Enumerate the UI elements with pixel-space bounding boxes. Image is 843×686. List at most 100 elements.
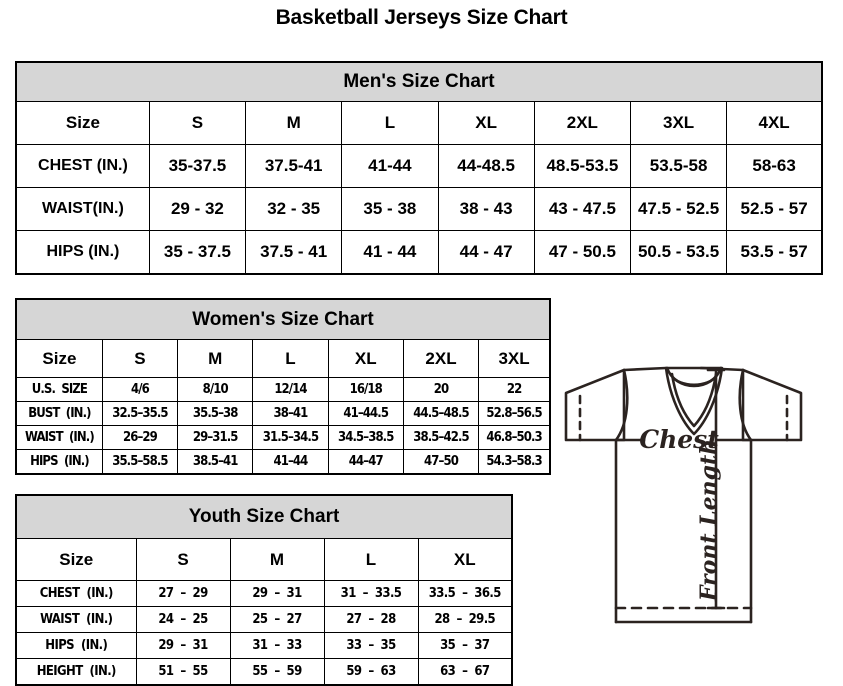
cell-waist-2xl: 43 - 47.5	[533, 187, 631, 231]
column-header-xl: XL	[327, 339, 404, 378]
cell-hips-m: 38.5–41	[177, 449, 254, 475]
cell-hips-s: 29 – 31	[135, 632, 231, 659]
row-label-height: HEIGHT (IN.)	[15, 658, 137, 686]
cell-hips-l: 33 – 35	[323, 632, 419, 659]
table-header-row: Size S M L XL 2XL 3XL 4XL	[15, 101, 823, 145]
column-header-l: L	[323, 538, 419, 581]
cell-hips-3xl: 54.3–58.3	[478, 449, 551, 475]
youth-chart-caption: Youth Size Chart	[15, 494, 513, 539]
cell-bust-l: 38–41	[252, 401, 329, 426]
column-header-l: L	[341, 101, 439, 145]
cell-chest-4xl: 58-63	[726, 144, 823, 188]
cell-waist-l: 31.5–34.5	[252, 425, 329, 450]
row-label-waist: WAIST (IN.)	[15, 606, 137, 633]
column-header-s: S	[101, 339, 179, 378]
column-header-m: M	[229, 538, 325, 581]
column-header-m: M	[177, 339, 254, 378]
table-header-row: Size S M L XL 2XL 3XL	[15, 339, 551, 378]
table-row: WAIST (IN.) 24 – 25 25 – 27 27 – 28 28 –…	[15, 606, 513, 633]
cell-chest-m: 37.5-41	[245, 144, 343, 188]
cell-waist-m: 32 - 35	[245, 187, 343, 231]
row-label-waist: WAIST (IN.)	[15, 425, 103, 450]
cell-hips-3xl: 50.5 - 53.5	[629, 230, 728, 275]
cell-height-l: 59 – 63	[323, 658, 419, 686]
cell-us-size-m: 8/10	[177, 377, 254, 402]
cell-waist-s: 29 - 32	[148, 187, 247, 231]
column-header-s: S	[148, 101, 247, 145]
cell-height-xl: 63 – 67	[417, 658, 513, 686]
cell-bust-m: 35.5–38	[177, 401, 254, 426]
cell-height-m: 55 – 59	[229, 658, 325, 686]
cell-hips-l: 41 - 44	[341, 230, 439, 275]
cell-us-size-s: 4/6	[101, 377, 179, 402]
mens-chart-caption: Men's Size Chart	[15, 61, 823, 102]
cell-hips-s: 35.5–58.5	[101, 449, 179, 475]
cell-waist-l: 35 - 38	[341, 187, 439, 231]
page-title: Basketball Jerseys Size Chart	[275, 6, 568, 29]
cell-height-s: 51 – 55	[135, 658, 231, 686]
table-caption-row: Women's Size Chart	[15, 298, 551, 340]
cell-waist-xl: 34.5–38.5	[327, 425, 404, 450]
cell-hips-m: 37.5 - 41	[245, 230, 343, 275]
cell-us-size-3xl: 22	[478, 377, 551, 402]
table-row: BUST (IN.) 32.5–35.5 35.5–38 38–41 41–44…	[15, 401, 551, 426]
table-row: HIPS (IN.) 29 – 31 31 – 33 33 – 35 35 – …	[15, 632, 513, 659]
cell-hips-l: 41–44	[252, 449, 329, 475]
cell-chest-3xl: 53.5-58	[629, 144, 728, 188]
left-sleeve-outline	[564, 368, 626, 442]
cell-chest-m: 29 – 31	[229, 580, 325, 607]
cell-chest-s: 35-37.5	[148, 144, 247, 188]
column-header-l: L	[252, 339, 329, 378]
left-shoulder-line	[622, 366, 668, 372]
cell-waist-l: 27 – 28	[323, 606, 419, 633]
cell-bust-xl: 41–44.5	[327, 401, 404, 426]
column-header-2xl: 2XL	[533, 101, 631, 145]
column-header-size: Size	[15, 538, 137, 581]
cell-chest-l: 41-44	[341, 144, 439, 188]
left-armhole-curve	[614, 368, 629, 442]
cell-chest-2xl: 48.5-53.5	[533, 144, 631, 188]
cell-waist-s: 24 – 25	[135, 606, 231, 633]
cell-chest-xl: 33.5 – 36.5	[417, 580, 513, 607]
table-row: CHEST (IN.) 27 – 29 29 – 31 31 – 33.5 33…	[15, 580, 513, 607]
cell-hips-2xl: 47 - 50.5	[533, 230, 631, 275]
table-row: WAIST (IN.) 26–29 29–31.5 31.5–34.5 34.5…	[15, 425, 551, 450]
cell-waist-4xl: 52.5 - 57	[726, 187, 823, 231]
cell-waist-m: 29–31.5	[177, 425, 254, 450]
collar-curve-inner	[669, 373, 719, 387]
front-length-dimension-label: Front Length	[696, 439, 722, 602]
column-header-s: S	[135, 538, 231, 581]
cell-hips-2xl: 47–50	[402, 449, 480, 475]
cell-us-size-l: 12/14	[252, 377, 329, 402]
cell-hips-m: 31 – 33	[229, 632, 325, 659]
table-row: CHEST (IN.) 35-37.5 37.5-41 41-44 44-48.…	[15, 144, 823, 188]
table-row: HIPS (IN.) 35.5–58.5 38.5–41 41–44 44–47…	[15, 449, 551, 475]
cell-hips-xl: 44 - 47	[437, 230, 535, 275]
chest-dimension-label: Chest	[639, 425, 719, 454]
cell-hips-xl: 35 – 37	[417, 632, 513, 659]
womens-size-chart-table: Women's Size Chart Size S M L XL 2XL 3XL…	[15, 298, 551, 475]
cell-hips-4xl: 53.5 - 57	[726, 230, 823, 275]
cell-chest-s: 27 – 29	[135, 580, 231, 607]
row-label-chest: CHEST (IN.)	[15, 144, 150, 188]
column-header-size: Size	[15, 101, 150, 145]
cell-waist-3xl: 47.5 - 52.5	[629, 187, 728, 231]
cell-waist-m: 25 – 27	[229, 606, 325, 633]
vneck-inner-outline	[670, 372, 718, 428]
column-header-3xl: 3XL	[629, 101, 728, 145]
row-label-hips: HIPS (IN.)	[15, 632, 137, 659]
right-sleeve-outline	[741, 368, 803, 442]
table-caption-row: Men's Size Chart	[15, 61, 823, 102]
column-header-xl: XL	[437, 101, 535, 145]
table-row: HIPS (IN.) 35 - 37.5 37.5 - 41 41 - 44 4…	[15, 230, 823, 275]
cell-chest-xl: 44-48.5	[437, 144, 535, 188]
row-label-us-size: U.S. SIZE	[15, 377, 103, 402]
right-armhole-curve	[738, 368, 753, 442]
cell-bust-2xl: 44.5–48.5	[402, 401, 480, 426]
jersey-measurement-diagram: Chest Front Length	[524, 330, 843, 679]
youth-size-chart-table: Youth Size Chart Size S M L XL CHEST (IN…	[15, 494, 514, 686]
womens-chart-caption: Women's Size Chart	[15, 298, 551, 340]
cell-waist-xl: 28 – 29.5	[417, 606, 513, 633]
cell-us-size-xl: 16/18	[327, 377, 404, 402]
column-header-3xl: 3XL	[478, 339, 551, 378]
